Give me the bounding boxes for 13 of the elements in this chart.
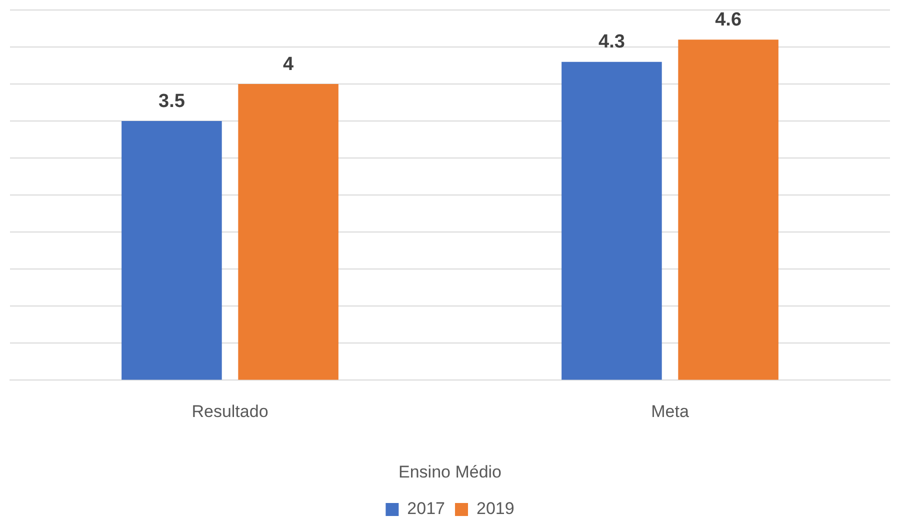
x-axis-title: Ensino Médio	[398, 462, 502, 482]
legend-label: 2017	[407, 499, 446, 518]
bar	[562, 62, 662, 380]
data-label: 4.6	[715, 9, 742, 30]
data-label: 4.3	[598, 32, 625, 53]
bar	[238, 84, 338, 380]
data-label: 4	[283, 54, 294, 75]
x-tick-label: Meta	[651, 402, 690, 422]
data-label: 3.5	[158, 90, 186, 112]
legend-label: 2019	[476, 499, 514, 518]
bar	[122, 121, 222, 380]
bar	[678, 40, 778, 380]
x-tick-label: Resultado	[192, 402, 268, 422]
